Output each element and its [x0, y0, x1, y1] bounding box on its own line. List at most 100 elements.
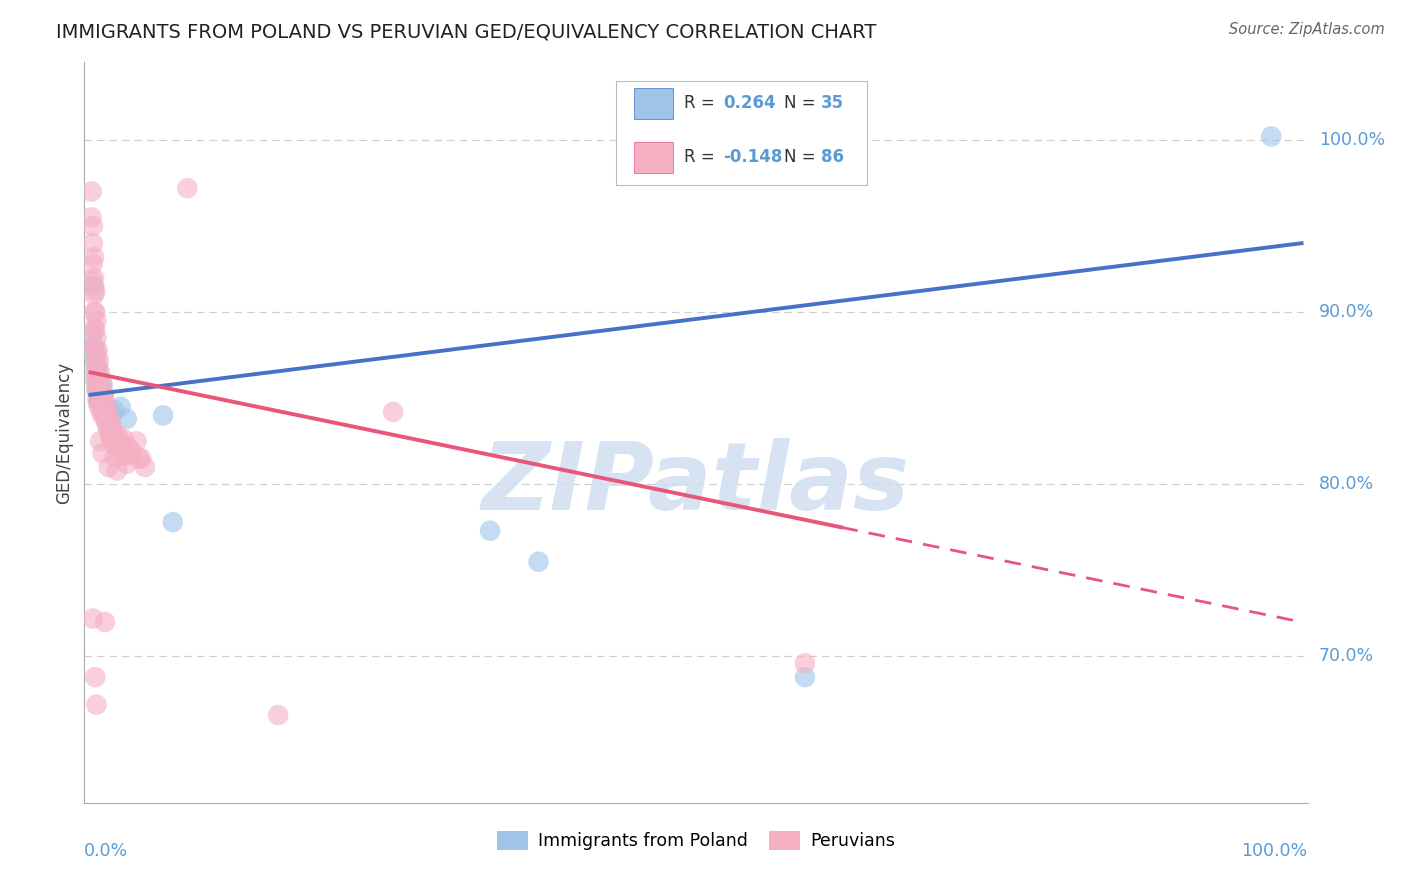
Point: [90, 405, 112, 419]
Point: [84, 322, 107, 336]
Point: [90, 391, 112, 405]
FancyBboxPatch shape: [616, 81, 868, 185]
Point: [83, 250, 105, 264]
Point: [93, 388, 115, 402]
Point: [110, 438, 132, 452]
Point: [87, 383, 110, 397]
Point: [86, 391, 108, 405]
Point: [86, 331, 108, 345]
Text: 70.0%: 70.0%: [1319, 648, 1374, 665]
Point: [107, 429, 129, 443]
Point: [83, 322, 105, 336]
FancyBboxPatch shape: [634, 87, 672, 119]
Point: [86, 377, 108, 392]
Text: R =: R =: [683, 95, 720, 112]
Point: [125, 434, 148, 449]
Point: [105, 438, 128, 452]
Point: [91, 409, 114, 423]
Point: [91, 377, 114, 392]
Point: [100, 417, 122, 431]
Point: [84, 355, 107, 369]
Point: [89, 391, 111, 405]
Point: [86, 348, 108, 362]
Point: [89, 396, 111, 410]
Point: [87, 370, 110, 384]
Point: [97, 409, 120, 423]
Point: [120, 442, 142, 457]
Point: [87, 370, 110, 384]
Point: [82, 611, 104, 625]
Point: [100, 431, 122, 445]
Point: [83, 279, 105, 293]
Point: [89, 379, 111, 393]
Text: -0.148: -0.148: [723, 148, 782, 166]
Point: [86, 360, 108, 375]
Point: [176, 181, 198, 195]
Point: [86, 698, 108, 712]
Point: [84, 285, 107, 299]
Point: [94, 394, 117, 409]
Point: [110, 400, 132, 414]
Point: [115, 457, 138, 471]
Point: [84, 670, 107, 684]
Point: [83, 270, 105, 285]
Point: [104, 403, 127, 417]
Point: [86, 377, 108, 392]
Point: [1260, 129, 1282, 144]
Point: [121, 446, 143, 460]
Text: 0.264: 0.264: [723, 95, 776, 112]
Point: [94, 409, 117, 423]
Point: [162, 515, 184, 529]
Point: [101, 436, 124, 450]
Point: [91, 446, 114, 460]
Point: [86, 343, 108, 357]
Legend: Immigrants from Poland, Peruvians: Immigrants from Poland, Peruvians: [489, 824, 903, 857]
Point: [93, 403, 115, 417]
Text: 86: 86: [821, 148, 844, 166]
Point: [479, 524, 502, 538]
Point: [84, 374, 107, 388]
Point: [134, 460, 156, 475]
Point: [96, 415, 118, 429]
Point: [97, 405, 120, 419]
Point: [98, 413, 121, 427]
Point: [80, 211, 103, 225]
FancyBboxPatch shape: [634, 142, 672, 173]
Point: [82, 274, 104, 288]
Point: [96, 405, 118, 419]
Text: ZIPatlas: ZIPatlas: [482, 439, 910, 531]
Point: [86, 368, 108, 383]
Text: 100.0%: 100.0%: [1241, 842, 1308, 860]
Text: 35: 35: [821, 95, 844, 112]
Point: [86, 394, 108, 409]
Point: [96, 409, 118, 423]
Point: [94, 400, 117, 414]
Point: [112, 433, 135, 447]
Point: [105, 463, 128, 477]
Point: [86, 360, 108, 375]
Point: [87, 394, 110, 409]
Point: [86, 314, 108, 328]
Point: [84, 305, 107, 319]
Point: [83, 339, 105, 353]
Point: [86, 383, 108, 397]
Point: [128, 451, 150, 466]
Text: N =: N =: [785, 95, 821, 112]
Point: [82, 344, 104, 359]
Point: [267, 708, 290, 723]
Text: 90.0%: 90.0%: [1319, 303, 1374, 321]
Point: [94, 615, 117, 629]
Point: [794, 657, 817, 671]
Point: [103, 425, 125, 440]
Point: [117, 448, 139, 462]
Point: [97, 422, 120, 436]
Point: [91, 394, 114, 409]
Point: [82, 236, 104, 251]
Text: R =: R =: [683, 148, 720, 166]
Point: [87, 353, 110, 368]
Point: [84, 365, 107, 379]
Point: [84, 343, 107, 357]
Point: [89, 434, 111, 449]
Point: [90, 398, 112, 412]
Point: [101, 409, 124, 423]
